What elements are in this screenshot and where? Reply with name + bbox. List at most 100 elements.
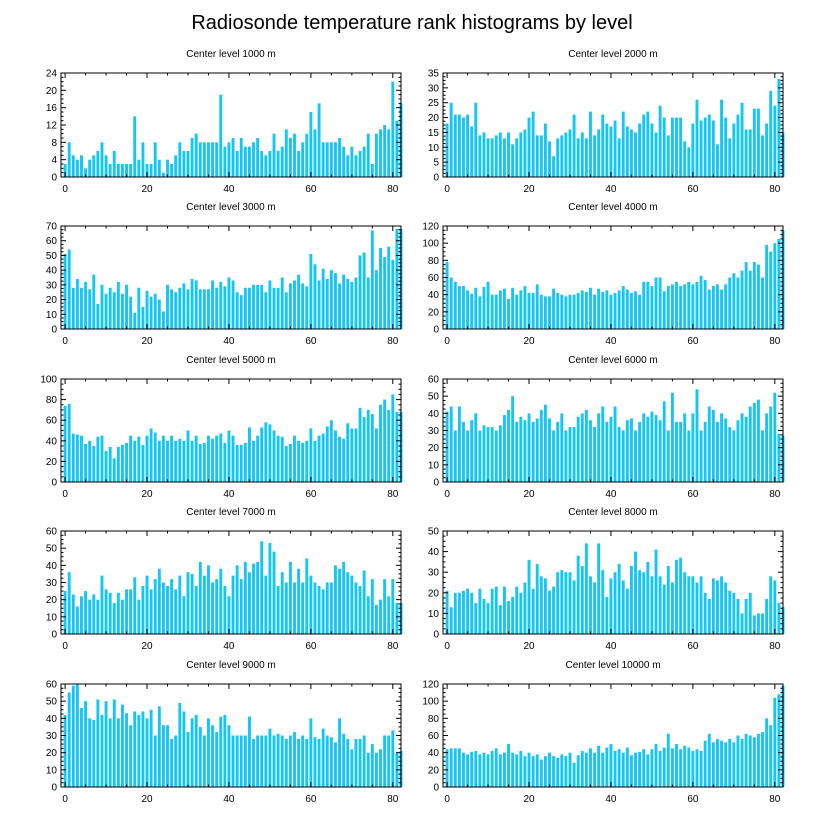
bar bbox=[740, 413, 744, 482]
bar bbox=[716, 580, 719, 634]
bar bbox=[605, 596, 609, 634]
y-tick-label: 30 bbox=[46, 731, 58, 742]
bar bbox=[511, 144, 515, 177]
bar bbox=[453, 748, 457, 788]
y-tick-label: 40 bbox=[428, 290, 440, 301]
bar bbox=[293, 732, 296, 787]
x-tick-label: 40 bbox=[223, 794, 235, 805]
bar bbox=[777, 603, 781, 634]
bar bbox=[527, 752, 531, 787]
bar bbox=[523, 129, 527, 177]
bar bbox=[531, 588, 535, 634]
bar bbox=[535, 563, 539, 634]
bar bbox=[252, 563, 255, 634]
bar bbox=[687, 147, 691, 177]
bar bbox=[243, 561, 247, 634]
bar bbox=[638, 751, 642, 787]
bar bbox=[325, 582, 329, 634]
bar bbox=[625, 126, 629, 177]
bar bbox=[92, 720, 96, 787]
bar bbox=[560, 294, 564, 329]
bar bbox=[613, 406, 617, 482]
bar bbox=[297, 738, 301, 787]
bar bbox=[625, 420, 629, 482]
bar bbox=[276, 733, 280, 787]
bar bbox=[354, 277, 358, 329]
bar bbox=[284, 582, 288, 634]
bar bbox=[654, 549, 658, 634]
bar bbox=[498, 605, 502, 634]
bar bbox=[675, 421, 678, 482]
bar bbox=[235, 565, 239, 634]
panel-3: Center level 3000 m 0 20 40 60 80 0 10 20 30 40 50 6… bbox=[46, 202, 403, 347]
bar bbox=[478, 135, 482, 177]
y-tick-label: 40 bbox=[46, 266, 58, 277]
y-tick-label: 100 bbox=[40, 375, 57, 386]
bar bbox=[313, 737, 317, 787]
bar bbox=[621, 430, 625, 482]
bar bbox=[301, 735, 305, 787]
bar bbox=[720, 413, 724, 482]
bar bbox=[687, 430, 691, 482]
bar bbox=[182, 440, 186, 482]
bar bbox=[552, 288, 556, 329]
y-tick-label: 40 bbox=[46, 561, 58, 572]
bar bbox=[486, 603, 490, 634]
y-tick-label: 100 bbox=[422, 697, 439, 708]
x-tick-label: 20 bbox=[141, 641, 153, 652]
bar bbox=[256, 735, 260, 787]
bar bbox=[153, 142, 157, 177]
bar bbox=[482, 132, 486, 177]
bar bbox=[374, 752, 378, 787]
bar bbox=[576, 416, 580, 482]
bar bbox=[112, 699, 116, 787]
bar bbox=[321, 268, 325, 329]
bar bbox=[445, 590, 449, 634]
bar bbox=[543, 404, 547, 482]
bar bbox=[383, 256, 387, 329]
panel-title: Center level 7000 m bbox=[186, 507, 276, 518]
bar bbox=[231, 575, 235, 634]
bar bbox=[449, 406, 453, 482]
y-tick-label: 20 bbox=[46, 295, 58, 306]
bar bbox=[334, 565, 337, 634]
bar bbox=[539, 409, 543, 482]
bar bbox=[605, 290, 609, 330]
bar bbox=[342, 146, 346, 177]
y-tick-label: 40 bbox=[46, 714, 58, 725]
bar bbox=[589, 748, 592, 788]
bar bbox=[449, 102, 453, 177]
y-tick-label: 70 bbox=[46, 222, 58, 233]
bar bbox=[511, 396, 515, 482]
bar bbox=[186, 430, 190, 482]
bar bbox=[486, 138, 490, 177]
bar bbox=[470, 751, 474, 787]
bar bbox=[449, 277, 453, 329]
bar bbox=[478, 588, 482, 634]
y-tick-label: 40 bbox=[428, 409, 440, 420]
bar bbox=[609, 294, 613, 329]
bar bbox=[515, 421, 519, 482]
bar bbox=[466, 430, 470, 482]
bar bbox=[486, 427, 490, 482]
bar bbox=[691, 413, 695, 482]
bar bbox=[699, 750, 703, 787]
bar bbox=[769, 90, 773, 177]
bar bbox=[691, 284, 695, 329]
bar bbox=[354, 738, 358, 787]
bar bbox=[572, 762, 576, 787]
bar bbox=[650, 411, 654, 482]
bar bbox=[166, 725, 169, 787]
bar bbox=[260, 427, 264, 482]
bar bbox=[748, 735, 752, 787]
y-tick-label: 120 bbox=[422, 222, 439, 233]
bar bbox=[207, 718, 210, 787]
bar bbox=[507, 409, 510, 482]
bar bbox=[342, 561, 346, 634]
bar bbox=[80, 287, 83, 329]
bar bbox=[470, 420, 474, 482]
bar bbox=[531, 421, 535, 482]
x-tick-label: 20 bbox=[141, 184, 153, 195]
bar bbox=[358, 151, 362, 177]
bar bbox=[683, 141, 687, 177]
